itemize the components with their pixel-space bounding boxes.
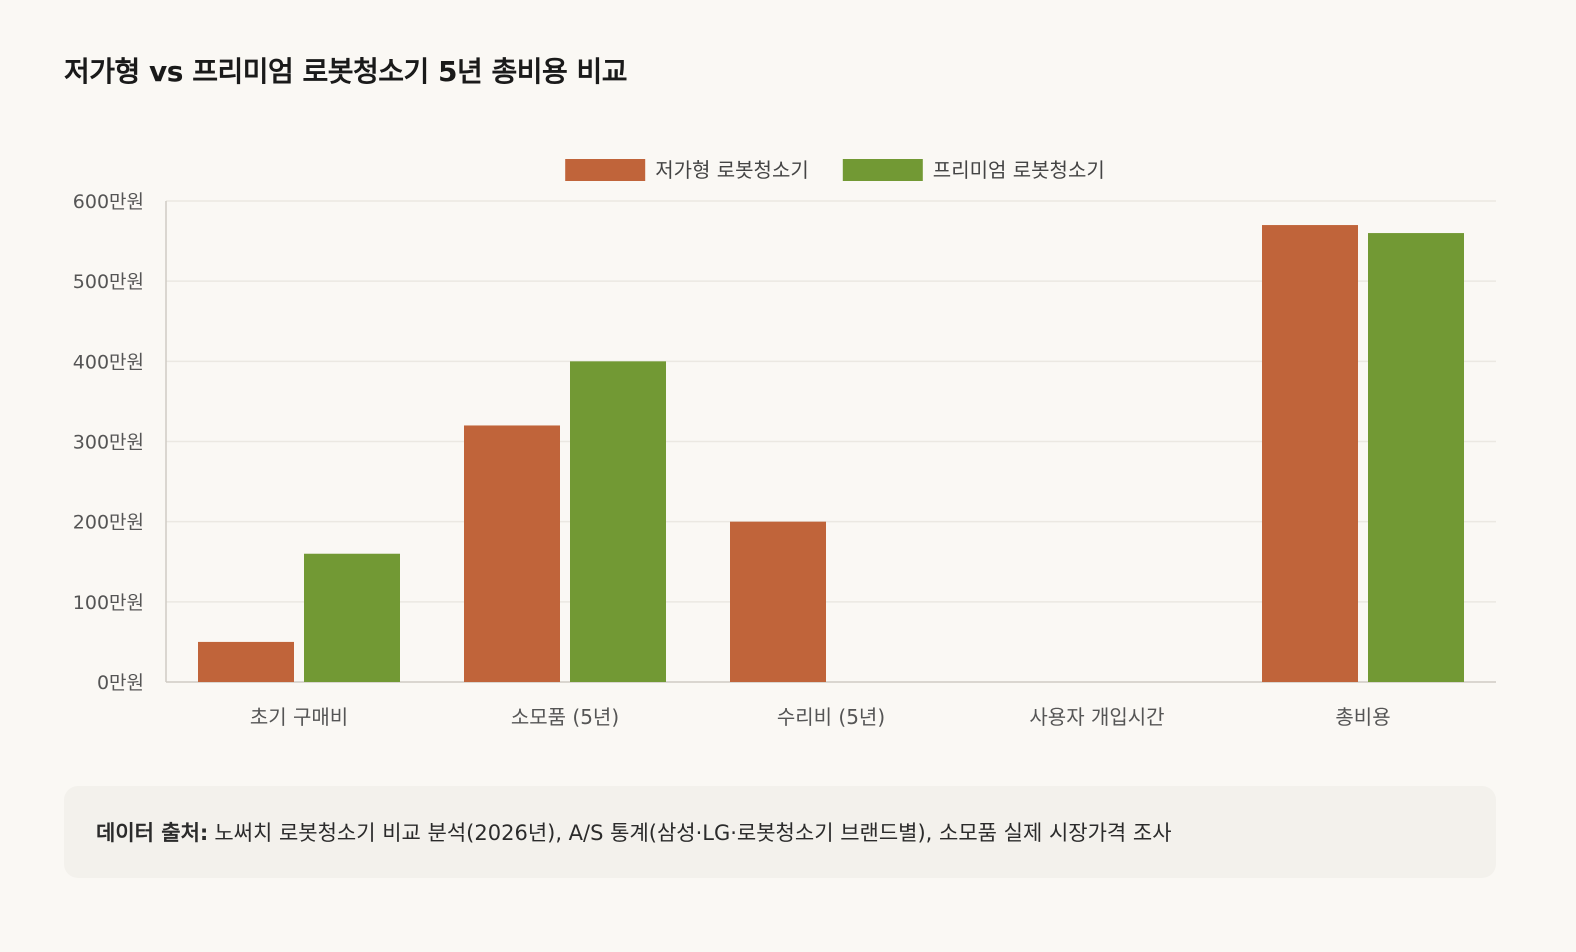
x-tick-label: 사용자 개입시간 (1029, 705, 1164, 729)
source-text: 노써치 로봇청소기 비교 분석(2026년), A/S 통계(삼성·LG·로봇청… (214, 821, 1172, 845)
bar-budget (730, 521, 826, 682)
source-label: 데이터 출처: (96, 821, 209, 845)
bar-budget (464, 425, 560, 682)
y-tick-label: 100만원 (73, 592, 144, 614)
x-tick-label: 초기 구매비 (250, 705, 348, 729)
bar-premium (304, 553, 400, 682)
y-tick-label: 200만원 (73, 512, 144, 534)
y-tick-label: 400만원 (73, 351, 144, 373)
source-note: 데이터 출처: 노써치 로봇청소기 비교 분석(2026년), A/S 통계(삼… (64, 786, 1496, 878)
y-tick-label: 300만원 (73, 432, 144, 454)
bar-budget (198, 641, 294, 682)
legend-swatch (565, 159, 646, 181)
legend-label: 저가형 로봇청소기 (655, 158, 809, 182)
x-tick-label: 총비용 (1335, 705, 1390, 729)
bar-budget (1262, 225, 1358, 683)
legend-label: 프리미엄 로봇청소기 (933, 158, 1105, 182)
y-tick-label: 600만원 (73, 191, 144, 213)
chart-title: 저가형 vs 프리미엄 로봇청소기 5년 총비용 비교 (64, 55, 628, 88)
bar-premium (570, 361, 666, 682)
legend-swatch (842, 159, 923, 181)
bar-premium (1368, 233, 1464, 683)
x-tick-label: 소모품 (5년) (511, 705, 619, 729)
x-tick-label: 수리비 (5년) (777, 705, 885, 729)
y-tick-label: 0만원 (97, 672, 144, 694)
y-tick-label: 500만원 (73, 271, 144, 293)
